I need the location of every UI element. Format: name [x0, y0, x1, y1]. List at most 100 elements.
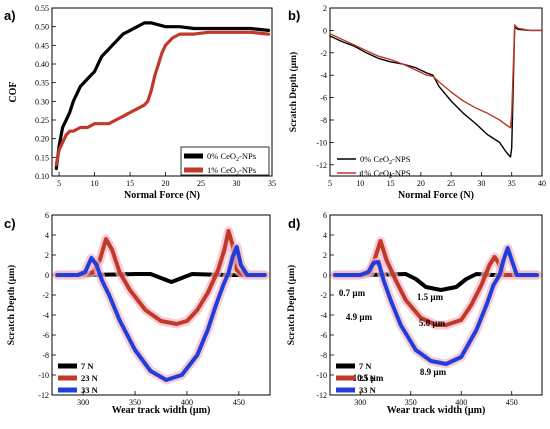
legend-label: 33 N: [81, 385, 99, 395]
x-tick-label: 400: [181, 398, 193, 407]
legend-label: 7 N: [359, 361, 372, 371]
x-tick-label: 450: [506, 398, 518, 407]
x-tick-label: 35: [268, 179, 276, 188]
x-axis-label: Wear track width (µm): [112, 405, 211, 416]
x-tick-label: 20: [162, 179, 170, 188]
plot-frame: [51, 214, 271, 396]
y-tick-label: -12: [316, 161, 327, 170]
series-line-a-1: [54, 30, 271, 167]
legend-label: 33 N: [359, 385, 377, 395]
series-line-d-2: [333, 246, 539, 366]
legend-label: 1% CeO2-NPS: [360, 168, 411, 180]
x-axis-label: Normal Force (N): [124, 190, 200, 201]
depth-annotation: 10.5 µm: [353, 373, 384, 383]
y-tick-label: -10: [316, 371, 327, 380]
y-tick-label: 4: [323, 231, 327, 240]
legend-label: 7 N: [81, 361, 94, 371]
x-tick-label: 350: [129, 398, 141, 407]
y-tick-label: 0.15: [35, 153, 49, 162]
y-tick-label: -10: [38, 371, 49, 380]
x-tick-label: 10: [356, 179, 364, 188]
x-tick-label: 350: [405, 398, 417, 407]
x-tick-label: 20: [417, 179, 425, 188]
y-tick-label: -2: [320, 291, 327, 300]
y-tick-label: 0.30: [35, 97, 49, 106]
series-line-b-0: [329, 26, 543, 158]
y-tick-label: -2: [320, 49, 327, 58]
y-tick-label: 6: [323, 211, 327, 220]
y-tick-label: 2: [323, 251, 327, 260]
plot-frame: [329, 7, 543, 177]
y-tick-label: 0.40: [35, 60, 49, 69]
plot-frame: [329, 214, 543, 396]
series-glow-d-2: [330, 243, 542, 369]
panel-d: 300 350 400 450 -12 -10 -8 -6 -4 -2 0 2 4 6 Wear track…: [286, 211, 543, 416]
depth-annotation: 4.9 µm: [346, 312, 373, 322]
y-tick-label: -8: [320, 351, 327, 360]
panel-label: a): [4, 8, 16, 23]
y-axis-label: COF: [8, 81, 19, 102]
y-tick-label: 0.50: [35, 23, 49, 32]
legend-label: 23 N: [359, 373, 377, 383]
y-tick-label: 2: [45, 251, 49, 260]
y-axis-label: Scratch Depth (µm): [286, 265, 297, 345]
y-tick-label: -2: [42, 291, 49, 300]
y-tick-label: -4: [42, 311, 49, 320]
x-tick-label: 300: [77, 398, 89, 407]
depth-annotation: 5.0 µm: [419, 318, 446, 328]
x-tick-label: 15: [126, 179, 134, 188]
y-tick-label: 0.45: [35, 41, 49, 50]
legend-label: 23 N: [81, 373, 99, 383]
x-tick-label: 10: [91, 179, 99, 188]
legend-label: 1% CeO2-NPs: [207, 165, 256, 177]
y-tick-label: -6: [320, 94, 327, 103]
y-tick-label: 0: [45, 271, 49, 280]
x-tick-label: 30: [477, 179, 485, 188]
y-tick-label: -6: [42, 331, 49, 340]
panel-c: 300 350 400 450 -12 -10 -8 -6 -4 -2 0 2 4 6 Wear track…: [4, 211, 384, 416]
y-tick-label: 0.55: [35, 4, 49, 13]
y-tick-label: 0.20: [35, 135, 49, 144]
series-line-b-1: [329, 24, 543, 129]
y-tick-label: 6: [45, 211, 49, 220]
x-tick-label: 25: [197, 179, 205, 188]
y-tick-label: 0.25: [35, 116, 49, 125]
x-tick-label: 25: [447, 179, 455, 188]
depth-annotation: 1.5 µm: [417, 292, 444, 302]
y-tick-label: -12: [316, 391, 327, 400]
y-tick-label: 0: [323, 271, 327, 280]
panel-b: 5 10 15 20 25 30 35 40 -12 -10 -8 -6 -4 -2 0 2 Normal Fo…: [288, 4, 546, 201]
y-tick-label: -6: [320, 331, 327, 340]
legend-label: 0% CeO2-NPs: [207, 151, 256, 163]
y-tick-label: 0: [323, 26, 327, 35]
panel-label: d): [288, 216, 300, 231]
x-tick-label: 450: [233, 398, 245, 407]
legend-label: 0% CeO2-NPS: [360, 154, 411, 166]
y-tick-label: 0.10: [35, 172, 49, 181]
y-axis-label: Scratch Depth (µm): [288, 52, 299, 132]
y-tick-label: -8: [42, 351, 49, 360]
x-tick-label: 5: [328, 179, 332, 188]
x-axis-label: Normal Force (N): [398, 190, 474, 201]
x-tick-label: 300: [354, 398, 366, 407]
y-axis-label: Scratch Depth (µm): [6, 265, 17, 345]
x-tick-label: 5: [57, 179, 61, 188]
plot-frame: [51, 7, 273, 177]
series-line-c-2: [55, 245, 267, 382]
panel-label: b): [288, 8, 300, 23]
x-tick-label: 15: [387, 179, 395, 188]
x-tick-label: 400: [455, 398, 467, 407]
series-line-a-0: [54, 21, 271, 171]
panel-a: 5 10 15 20 25 30 35 0.10 0.15 0.20 0.25 0.30 0.35 0.4…: [4, 4, 276, 201]
y-tick-label: 4: [45, 231, 49, 240]
x-tick-label: 40: [538, 179, 546, 188]
y-tick-label: -12: [38, 391, 49, 400]
y-tick-label: 2: [323, 4, 327, 13]
depth-annotation: 0.7 µm: [339, 288, 366, 298]
y-tick-label: -8: [320, 116, 327, 125]
panel-label: c): [4, 216, 16, 231]
y-tick-label: -4: [320, 311, 327, 320]
y-tick-label: -10: [316, 138, 327, 147]
x-axis-label: Wear track width (µm): [387, 405, 486, 416]
